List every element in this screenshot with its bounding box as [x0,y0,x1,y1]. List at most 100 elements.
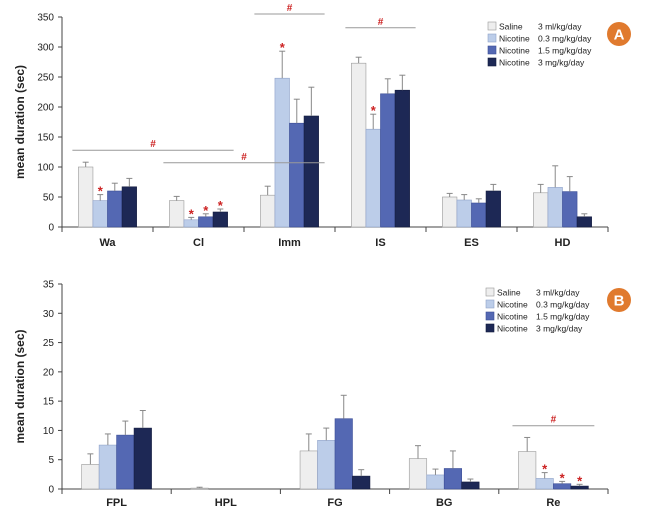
bar-hd-series-2 [562,191,578,228]
bar-fpl-series-3 [133,427,152,490]
bar-fpl-series-1 [98,444,117,490]
bar-hpl-series-0 [190,487,209,490]
y-tick-label: 300 [37,43,54,54]
y-tick-label: 200 [37,103,54,114]
legend-dose: 0.3 mg/kg/day [536,300,590,310]
bar-is-series-0 [351,62,367,228]
significance-star: * [203,203,209,218]
panel-b: 0 5 10 15 20 25 30 35 mean duration (sec) FPL HPL F… [13,280,631,509]
bar-es-series-3 [485,190,501,228]
significance-star: * [542,462,548,477]
legend-name: Nicotine [499,58,530,68]
bar-hd-series-3 [576,216,592,228]
significance-hash: # [378,17,384,28]
bar-wa-series-0 [78,166,94,228]
bar-cl-series-3 [212,211,228,228]
significance-star: * [371,103,377,118]
bar-bg-series-1 [426,474,445,490]
y-tick-label: 20 [43,367,55,378]
bar-imm-series-2 [289,122,305,228]
bar-hd-series-0 [533,192,549,228]
bar-imm-series-3 [303,115,319,228]
legend-swatch [487,33,497,43]
bar-is-series-2 [380,93,396,228]
legend-dose: 3 mg/kg/day [536,324,583,334]
bar-wa-series-3 [121,186,137,228]
legend-dose: 3 mg/kg/day [538,58,585,68]
y-tick-label: 0 [48,223,54,234]
significance-hash: # [241,152,247,163]
category-label: ES [464,237,479,249]
category-label: Imm [278,237,301,249]
category-label: HPL [215,497,237,509]
y-tick-label: 15 [43,397,55,408]
bar-bg-series-2 [443,468,462,490]
legend-swatch [487,21,497,31]
bar-fg-series-2 [334,418,353,490]
bar-fg-series-3 [352,475,371,490]
bar-fg-series-1 [317,440,336,490]
panel-badge-label: B [614,293,625,310]
legend-swatch [485,287,495,297]
legend-name: Nicotine [499,34,530,44]
y-tick-label: 5 [48,455,54,466]
legend-swatch [487,45,497,55]
y-tick-label: 350 [37,13,54,24]
significance-star: * [577,473,583,488]
bar-wa-series-2 [107,190,123,228]
bar-fpl-series-0 [81,464,100,490]
category-label: FPL [106,497,127,509]
panel-a: 0 50 100 150 200 250 300 350 mean duration (sec)… [13,3,631,249]
significance-star: * [98,184,104,199]
legend-swatch [485,323,495,333]
panel-badge-label: A [614,27,625,44]
category-label: Wa [99,237,116,249]
legend: Saline 3 ml/kg/day Nicotine 0.3 mg/kg/day Ni… [485,287,590,334]
y-tick-label: 25 [43,338,55,349]
y-tick-label: 35 [43,280,55,291]
category-label: BG [436,497,453,509]
legend-name: Nicotine [497,300,528,310]
significance-star: * [560,470,566,485]
y-axis-title: mean duration (sec) [13,65,27,179]
legend: Saline 3 ml/kg/day Nicotine 0.3 mg/kg/day Ni… [487,21,592,68]
bar-bg-series-0 [408,458,428,490]
bar-imm-series-1 [274,77,290,228]
legend-dose: 0.3 mg/kg/day [538,34,592,44]
y-tick-label: 150 [37,133,54,144]
significance-hash: # [150,139,156,150]
legend-name: Nicotine [499,46,530,56]
category-label: Re [546,497,560,509]
bar-wa-series-1 [92,200,108,228]
legend-name: Nicotine [497,312,528,322]
bar-es-series-1 [456,199,472,228]
panel-badge-circle [607,22,631,46]
bar-imm-series-0 [260,194,276,228]
significance-star: * [218,198,224,213]
legend-dose: 1.5 mg/kg/day [536,312,590,322]
category-label: HD [555,237,571,249]
legend-dose: 3 ml/kg/day [536,288,580,298]
bar-cl-series-2 [198,216,214,228]
legend-dose: 1.5 mg/kg/day [538,46,592,56]
significance-star: * [280,40,286,55]
significance-star: * [189,206,195,221]
legend-name: Saline [499,22,523,32]
bar-es-series-0 [442,196,458,228]
category-label: FG [327,497,342,509]
category-label: Cl [193,237,204,249]
y-tick-label: 100 [37,163,54,174]
bar-es-series-2 [471,202,487,228]
category-label: IS [375,237,385,249]
y-tick-label: 30 [43,309,55,320]
legend-swatch [485,311,495,321]
bar-re-series-0 [518,451,537,490]
legend-name: Nicotine [497,324,528,334]
bar-cl-series-0 [169,200,185,228]
legend-name: Saline [497,288,521,298]
bar-is-series-1 [365,128,381,228]
panel-badge-circle [607,288,631,312]
bar-fpl-series-2 [116,434,135,490]
